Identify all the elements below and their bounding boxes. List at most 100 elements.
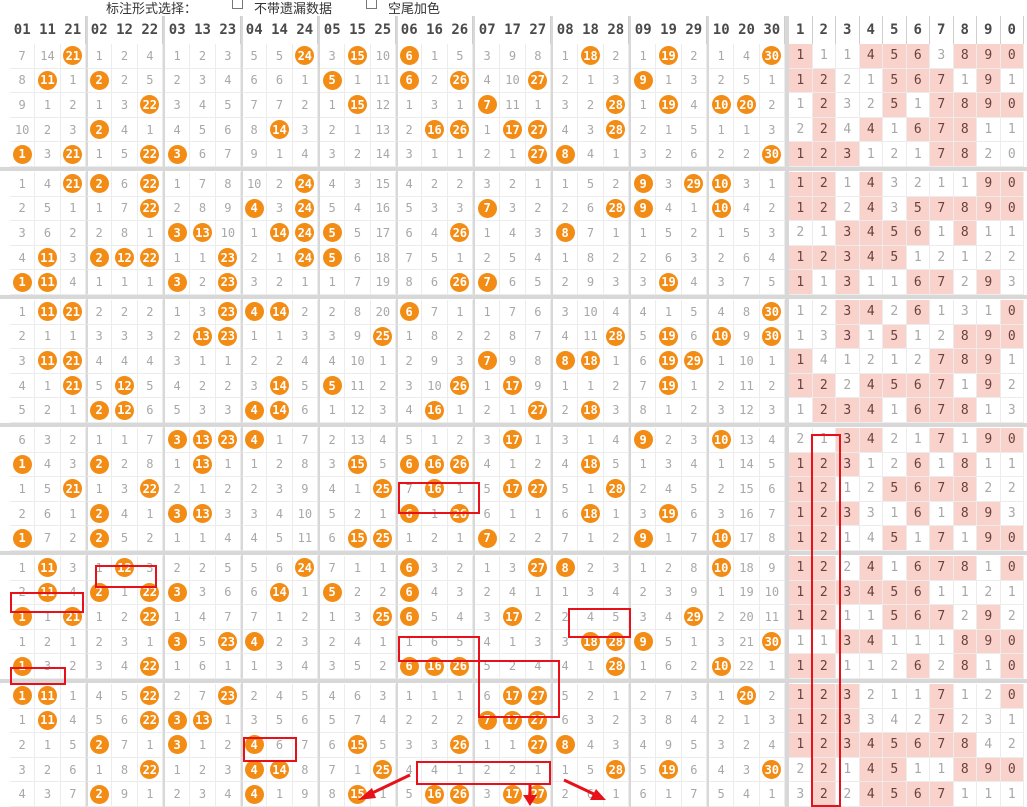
omission-cell: 2: [370, 373, 396, 399]
tail-hit-cell: 2: [812, 93, 836, 118]
omission-cell: 2: [656, 142, 682, 167]
drawn-number-cell: 16: [422, 398, 448, 423]
number-ball: 22: [140, 174, 160, 194]
omission-cell: 3: [292, 324, 318, 350]
omission-cell: 5: [553, 684, 579, 709]
omission-cell: 4: [681, 270, 707, 295]
omission-cell: 2: [137, 526, 163, 551]
omission-cell: 2: [709, 142, 735, 167]
number-ball: 21: [63, 302, 83, 322]
omission-cell: 1: [112, 428, 138, 453]
omission-cell: 4: [320, 684, 346, 709]
omission-cell: 3: [215, 44, 241, 69]
omission-cell: 2: [267, 172, 293, 197]
omission-cell: 4: [447, 605, 473, 630]
number-ball: 24: [295, 174, 315, 194]
number-ball: 14: [269, 223, 289, 243]
omission-cell: 5: [553, 477, 579, 502]
tail-omission-cell: 1: [930, 172, 954, 197]
number-ball: 19: [658, 326, 678, 346]
omission-cell: 1: [422, 501, 448, 527]
omission-cell: 2: [242, 349, 268, 374]
omission-cell: 1: [709, 349, 735, 374]
number-ball: 3: [167, 710, 187, 730]
omission-cell: 2: [345, 580, 371, 606]
drawn-number-cell: 15: [345, 733, 371, 758]
tail-hit-cell: 7: [930, 556, 954, 581]
omission-cell: 4: [422, 221, 448, 246]
omission-cell: 4: [35, 452, 61, 478]
tail-omission-cell: 1: [906, 684, 930, 709]
omission-cell: 2: [422, 68, 448, 94]
number-ball: 27: [528, 70, 548, 90]
omission-cell: 1: [190, 349, 216, 374]
omission-cell: 4: [734, 44, 760, 69]
tail-omission-cell: 1: [836, 757, 860, 783]
drawn-number-cell: 28: [603, 117, 629, 143]
omission-cell: 3: [60, 117, 86, 143]
drawn-number-cell: 21: [60, 477, 86, 502]
drawn-number-cell: 2: [87, 782, 113, 807]
tail-hit-cell: 1: [789, 477, 813, 502]
number-ball: 7: [477, 351, 497, 371]
omission-cell: 5: [87, 708, 113, 734]
tail-omission-cell: 3: [1000, 501, 1024, 527]
omission-cell: 4: [475, 68, 501, 94]
tail-hit-cell: 8: [953, 117, 977, 143]
tail-hit-cell: 2: [812, 398, 836, 423]
omission-cell: 6: [656, 654, 682, 679]
omission-cell: 3: [190, 782, 216, 807]
omission-cell: 5: [500, 245, 526, 271]
drawn-number-cell: 27: [525, 782, 551, 807]
omission-cell: 1: [267, 142, 293, 167]
omission-cell: 1: [553, 245, 579, 271]
tail-hit-cell: 3: [836, 708, 860, 734]
omission-cell: 2: [447, 172, 473, 197]
drawn-number-cell: 11: [35, 245, 61, 271]
tail-hit-cell: 4: [859, 221, 883, 246]
omission-cell: 3: [656, 452, 682, 478]
drawn-number-cell: 8: [553, 142, 579, 167]
number-ball: 29: [684, 351, 704, 371]
drawn-number-cell: 3: [165, 142, 191, 167]
omission-cell: 1: [525, 580, 551, 606]
number-ball: 4: [244, 760, 264, 780]
omission-cell: 2: [709, 373, 735, 399]
omission-cell: 2: [112, 452, 138, 478]
group-gutter: [86, 16, 88, 807]
tail-omission-cell: 3: [812, 324, 836, 350]
drawn-number-cell: 26: [447, 270, 473, 295]
tail-omission-cell: 1: [977, 782, 1001, 807]
drawn-number-cell: 30: [759, 629, 785, 655]
drawn-number-cell: 17: [500, 708, 526, 734]
column-header-group: 04 14 24: [242, 16, 318, 44]
tail-omission-cell: 1: [883, 556, 907, 581]
drawn-number-cell: 27: [525, 117, 551, 143]
empty-tail-checkbox[interactable]: [366, 0, 377, 9]
omission-cell: 7: [681, 526, 707, 551]
omission-cell: 4: [656, 196, 682, 222]
tail-hit-cell: 7: [930, 373, 954, 399]
omission-cell: 1: [447, 684, 473, 709]
omission-cell: 1: [10, 477, 36, 502]
column-header-group: 10 20 30: [709, 16, 785, 44]
omission-cell: 5: [656, 629, 682, 655]
drawn-number-cell: 26: [447, 373, 473, 399]
drawn-number-cell: 22: [137, 196, 163, 222]
number-ball: 4: [244, 400, 264, 420]
block-separator: [0, 167, 1027, 171]
omission-cell: 7: [60, 782, 86, 807]
missing-data-checkbox[interactable]: [232, 0, 243, 9]
omission-cell: 2: [631, 117, 657, 143]
tail-hit-cell: 3: [836, 733, 860, 758]
omission-cell: 4: [500, 221, 526, 246]
tail-omission-cell: 1: [930, 757, 954, 783]
tail-omission-cell: 2: [883, 300, 907, 325]
tail-hit-cell: 9: [977, 428, 1001, 453]
tail-hit-cell: 8: [953, 733, 977, 758]
tail-hit-cell: 6: [906, 117, 930, 143]
omission-cell: 4: [215, 68, 241, 94]
omission-cell: 2: [267, 629, 293, 655]
number-ball: 2: [89, 582, 109, 602]
drawn-number-cell: 15: [345, 93, 371, 118]
